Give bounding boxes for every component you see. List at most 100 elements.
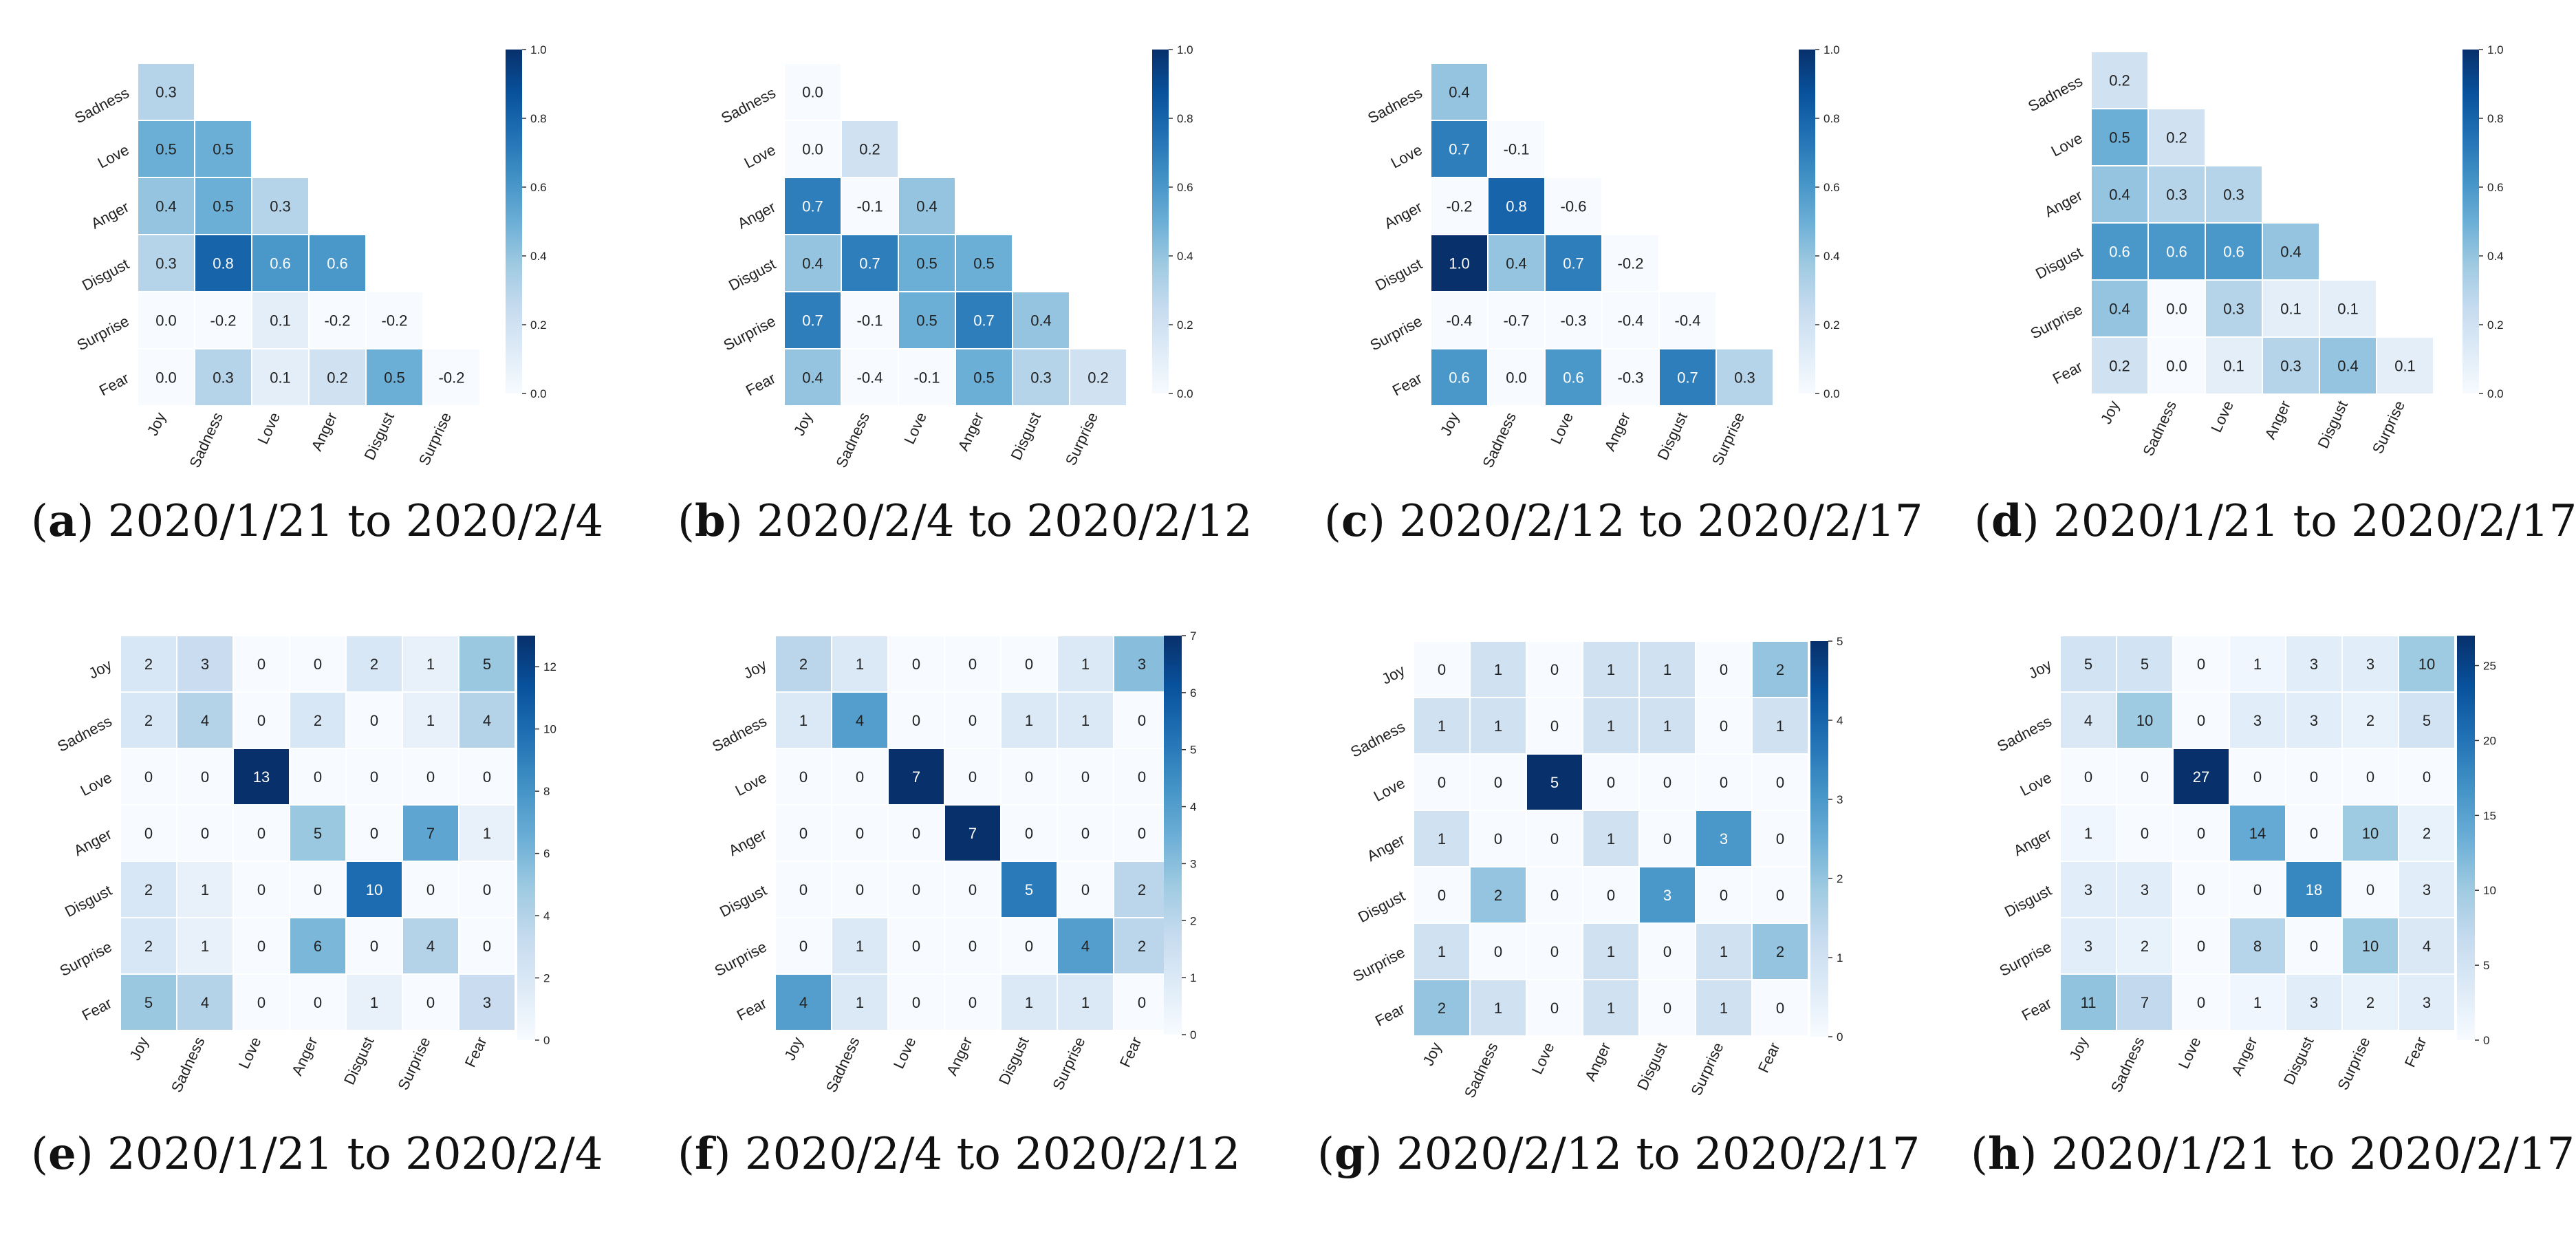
cell-value-label: 1	[1607, 717, 1615, 735]
cell-value-label: 0	[2197, 712, 2205, 729]
colorbar-tick-label: 0	[2483, 1034, 2489, 1047]
heatmap-cell	[898, 177, 956, 235]
cell-value-label: 0.4	[802, 255, 823, 272]
heatmap-cell	[1526, 753, 1583, 811]
colorbar-tick-label: 0.2	[1823, 319, 1840, 332]
cell-value-label: 2	[1776, 661, 1784, 678]
heatmap-cell	[2116, 691, 2174, 749]
cell-value-label: 0	[1550, 887, 1559, 904]
heatmap-cell	[251, 234, 310, 292]
x-tick-label: Love	[235, 1035, 265, 1072]
cell-value-label: 1	[1438, 717, 1446, 735]
cell-value-label: 2	[144, 881, 153, 898]
y-tick-label: Anger	[1381, 198, 1425, 233]
colorbar-tick-label: 2	[1837, 872, 1843, 885]
colorbar-tick-label: 25	[2483, 660, 2496, 673]
cell-value-label: 0	[1138, 994, 1146, 1011]
y-tick-label: Disgust	[62, 882, 115, 921]
heatmap-cell	[831, 917, 889, 975]
heatmap-cell	[1057, 635, 1114, 693]
colorbar-scale	[2457, 636, 2475, 1040]
heatmap-cell	[1544, 348, 1603, 407]
cell-value-label: 0.6	[270, 255, 291, 272]
cell-value-label: 0	[1720, 887, 1728, 904]
heatmap-cell	[251, 348, 310, 407]
y-tick-label: Anger	[71, 825, 115, 860]
x-axis-ticks: Joy Sadness Love Anger Disgust Surprise	[2097, 398, 2408, 459]
colorbar-tick-label: 5	[2483, 959, 2489, 972]
heatmap-cell	[2229, 804, 2286, 862]
cell-value-label: 8	[2253, 938, 2262, 955]
y-tick-label: Love	[2048, 129, 2086, 160]
cell-value-label: 0	[144, 825, 153, 842]
cell-value-label: -0.1	[857, 198, 883, 215]
heatmap-cell	[1487, 234, 1546, 292]
cell-value-label: 0	[2197, 938, 2205, 955]
heatmap-cell	[2059, 917, 2117, 975]
cell-value-label: 7	[2141, 994, 2149, 1011]
heatmap-cell	[2116, 861, 2174, 918]
heatmap-cell	[2147, 336, 2206, 395]
cell-value-label: 0.1	[2280, 301, 2302, 318]
heatmap-cell	[775, 973, 832, 1031]
cell-value-label: 0	[1081, 768, 1090, 786]
heatmap-cell	[1000, 973, 1058, 1031]
cell-value-label: 0	[1720, 717, 1728, 735]
heatmap-cells: 0.0 0.0 0.2 0.7 -0.1 0.4 0.4 0.7 0.5 0.5 0.7 -0.1 0.…	[783, 63, 1127, 407]
y-tick-label: Anger	[88, 198, 132, 233]
colorbar-tick-label: 1	[1837, 951, 1843, 964]
heatmap-cell	[2341, 804, 2399, 862]
heatmap-cell	[1012, 348, 1070, 407]
x-tick-label: Love	[2207, 398, 2237, 435]
cell-value-label: 0	[1607, 774, 1615, 791]
cell-value-label: 0	[2310, 938, 2318, 955]
y-tick-label: Anger	[726, 825, 770, 860]
cell-value-label: 5	[144, 994, 153, 1011]
cell-value-label: 0.4	[1506, 255, 1527, 272]
caption-text-f: 2020/2/4 to 2020/2/12	[744, 1129, 1241, 1180]
heatmap-cell	[2116, 804, 2174, 862]
heatmap-cell	[831, 861, 889, 918]
cell-value-label: 0.5	[916, 312, 938, 330]
cell-value-label: 3	[483, 994, 491, 1011]
heatmap-cell	[1638, 922, 1696, 980]
x-tick-label: Surprise	[2369, 398, 2408, 457]
heatmap-cell	[2205, 165, 2263, 224]
cell-value-label: 2	[2366, 712, 2374, 729]
colorbar-scale	[1152, 50, 1169, 393]
colorbar-tick-label: 15	[2483, 809, 2496, 822]
y-tick-label: Fear	[79, 995, 115, 1024]
x-tick-label: Love	[1547, 410, 1577, 447]
cell-value-label: 0	[426, 994, 435, 1011]
cell-value-label: 0.0	[802, 84, 823, 101]
heatmap-cell	[1000, 861, 1058, 918]
colorbar-tick-label: 0.8	[1823, 112, 1840, 125]
cell-value-label: 0	[2197, 881, 2205, 898]
heatmap-cells: 0 1 0 1 1 0 2 1 1 0 1 1 0 1 0 0 5 0 0 0 0 1 0 0 1 0 3 0 0 2 0 0 3 0 0 1 0 0 1 0…	[1413, 640, 1809, 1037]
cell-value-label: 0.2	[2166, 129, 2187, 147]
cell-value-label: 1	[1607, 943, 1615, 960]
heatmap-cell	[1487, 348, 1546, 407]
heatmap-cell	[1057, 973, 1114, 1031]
cell-value-label: 27	[2193, 768, 2209, 786]
heatmap-chart-a: 0.3 0.5 0.5 0.4 0.5 0.3 0.3 0.8 0.6 0.6 0.0 -0.2 0.1…	[72, 43, 546, 471]
x-tick-label: Anger	[2262, 398, 2294, 442]
heatmap-cell	[2398, 804, 2456, 862]
cell-value-label: -0.4	[857, 369, 883, 387]
x-tick-label: Surprise	[1049, 1035, 1088, 1093]
cell-value-label: 0.3	[213, 369, 234, 387]
cell-value-label: 4	[483, 712, 491, 729]
cell-value-label: 2	[799, 656, 808, 673]
y-axis-ticks: Joy Sadness Love Anger Disgust Surprise Fear	[1994, 656, 2054, 1024]
cell-value-label: 0.0	[802, 141, 823, 158]
caption-text-c: 2020/2/12 to 2020/2/17	[1399, 496, 1923, 547]
cell-value-label: 1	[1607, 1000, 1615, 1017]
heatmap-cell	[1751, 810, 1809, 867]
heatmap-cell	[944, 973, 1002, 1031]
cell-value-label: 1	[1776, 717, 1784, 735]
cell-value-label: 0.6	[1449, 369, 1470, 387]
heatmap-cell	[308, 291, 367, 349]
cell-value-label: 0	[257, 825, 266, 842]
heatmap-cell	[831, 973, 889, 1031]
cell-value-label: 0	[856, 881, 864, 898]
